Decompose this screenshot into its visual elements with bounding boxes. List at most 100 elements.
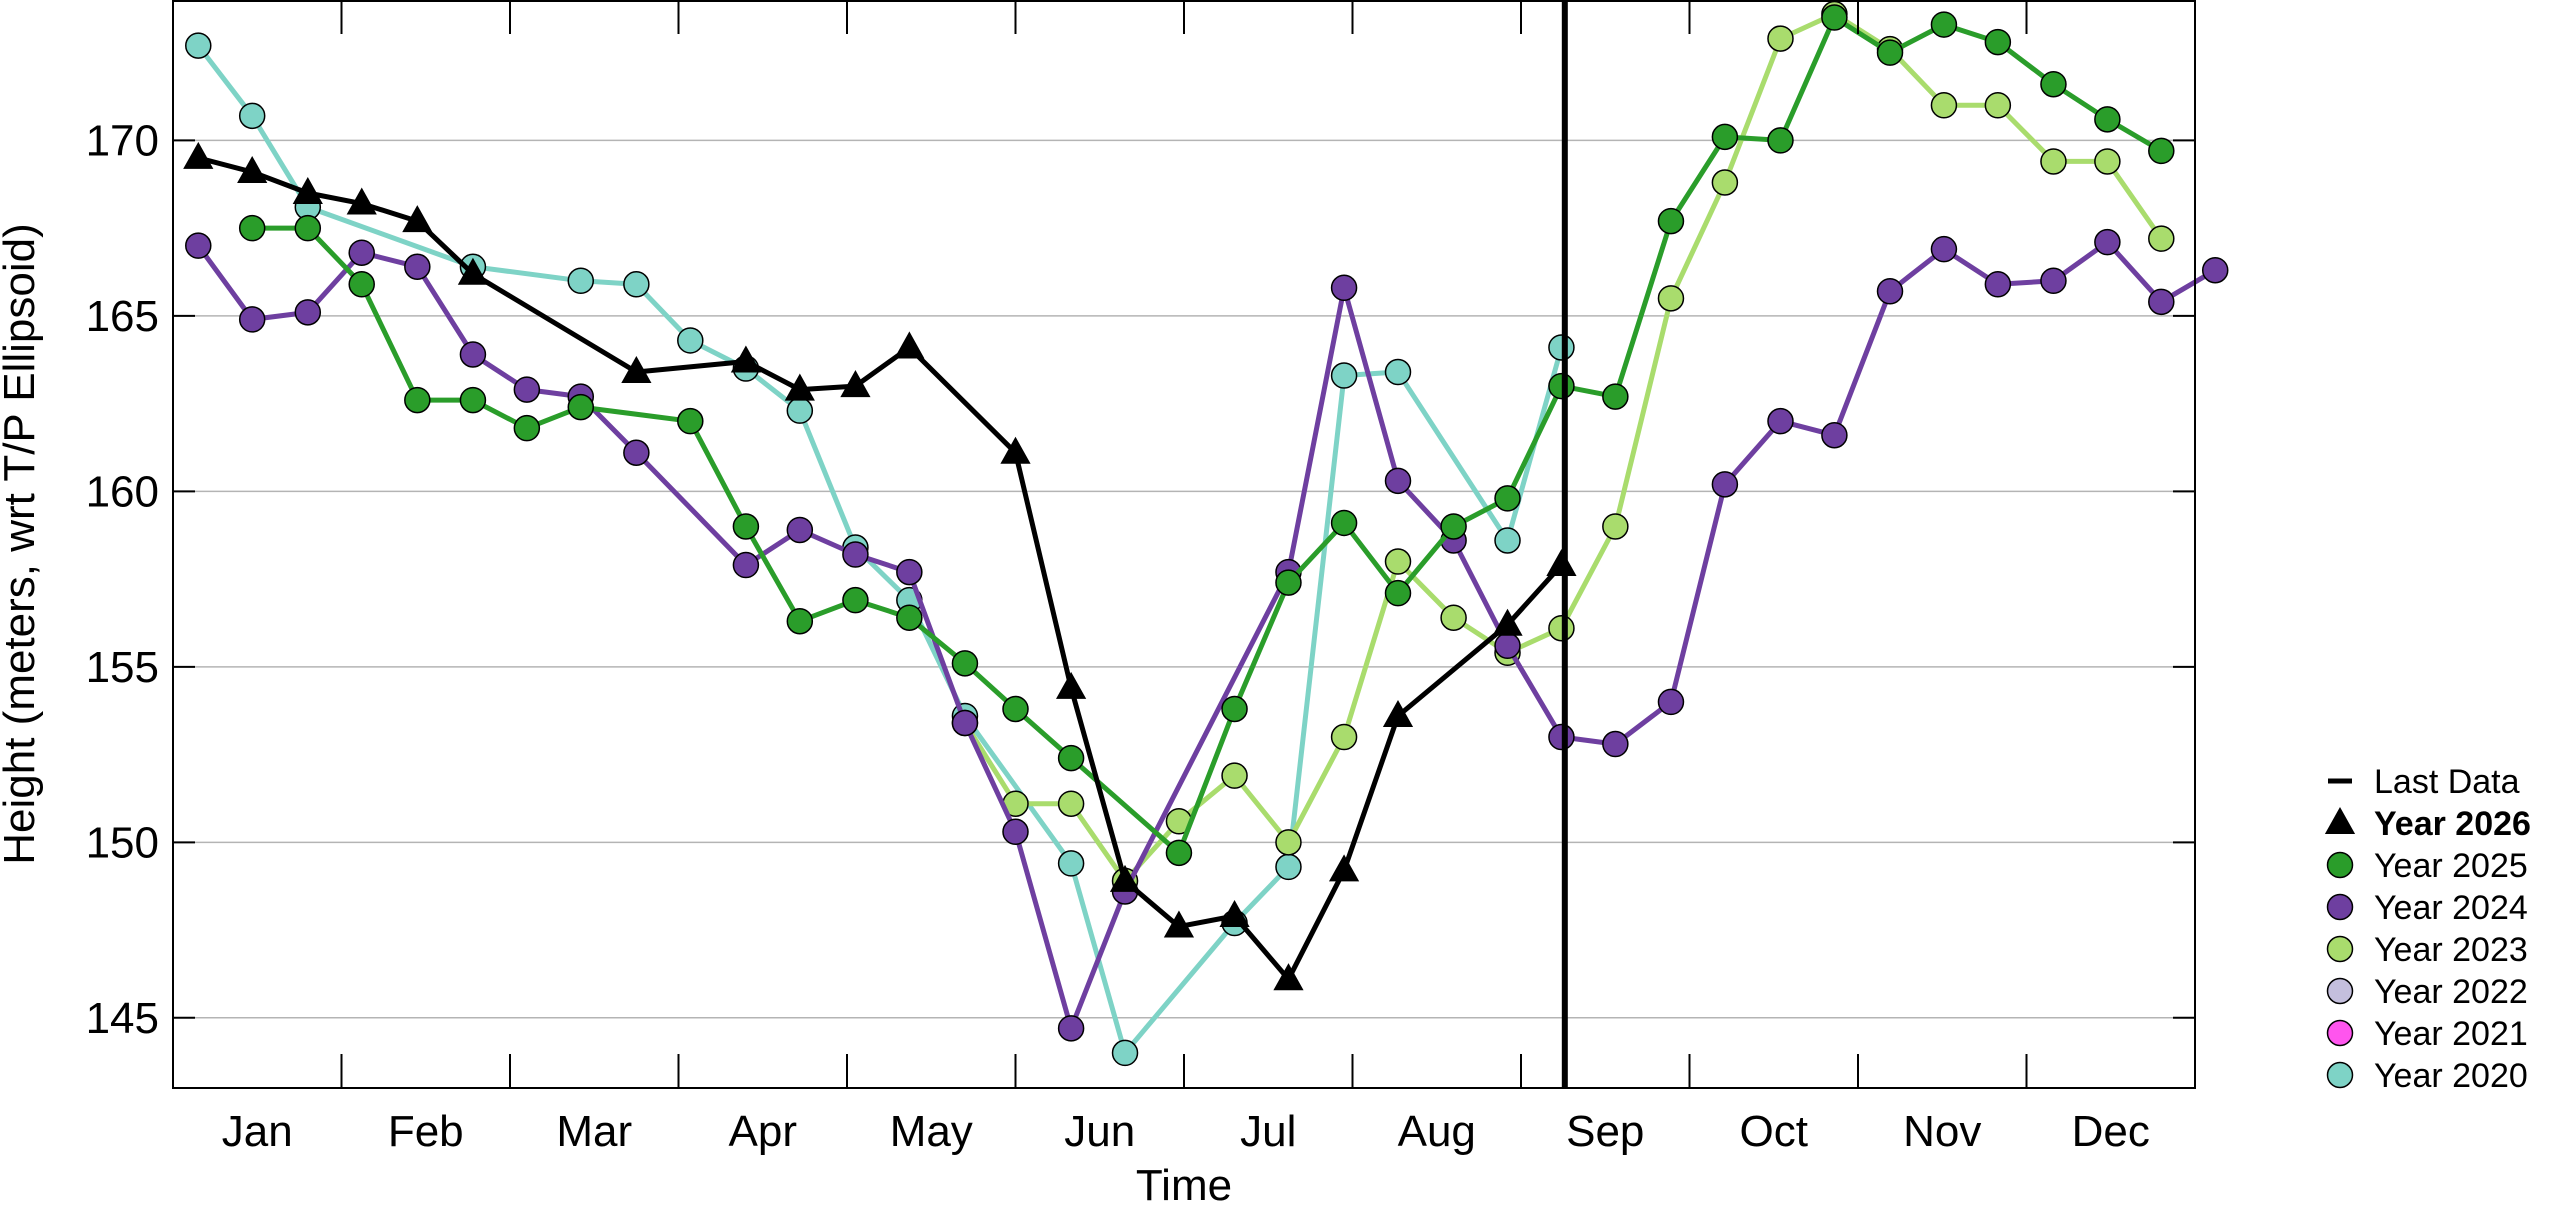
y-tick-label: 165 — [86, 292, 159, 341]
data-point-marker — [1384, 467, 1412, 495]
data-point-marker — [2040, 70, 2067, 98]
data-point-marker — [1984, 92, 2012, 119]
data-point-marker — [457, 257, 489, 285]
data-point-marker — [1440, 604, 1467, 631]
data-point-marker — [1602, 730, 1629, 758]
data-point-marker — [1548, 372, 1575, 400]
data-point-marker — [1221, 695, 1248, 723]
data-point-marker — [786, 397, 814, 424]
data-point-marker — [2148, 225, 2175, 252]
data-point-marker — [1767, 25, 1794, 52]
data-point-marker — [1275, 569, 1302, 596]
data-point-marker — [1876, 278, 1904, 305]
x-tick-label: Aug — [1398, 1107, 1476, 1156]
x-axis-title: Time — [1136, 1161, 1232, 1207]
x-tick-label: Feb — [388, 1107, 464, 1156]
data-point-marker — [1711, 123, 1739, 151]
data-point-marker — [2040, 148, 2067, 175]
data-point-marker — [784, 373, 815, 401]
data-point-marker — [1657, 285, 1685, 312]
data-point-marker — [621, 356, 652, 384]
x-tick-label: May — [890, 1107, 973, 1156]
data-point-marker — [732, 513, 760, 540]
x-tick-label: Mar — [556, 1107, 632, 1156]
data-point-marker — [183, 141, 214, 169]
legend-label-year-2026: Year 2026 — [2374, 805, 2531, 843]
legend-label-year-2020: Year 2020 — [2374, 1057, 2528, 1095]
data-point-marker — [1330, 274, 1358, 302]
data-point-marker — [1602, 513, 1629, 540]
y-axis-title: Height (meters, wrt T/P Ellipsoid) — [0, 223, 44, 864]
x-tick-label: Dec — [2072, 1107, 2150, 1156]
x-tick-label: Jun — [1064, 1107, 1135, 1156]
data-point-marker — [237, 155, 268, 183]
data-point-marker — [1711, 471, 1739, 498]
data-point-marker — [1057, 744, 1085, 772]
series-layer — [183, 0, 2229, 1067]
legend-symbol-year-2026 — [2324, 806, 2356, 834]
data-point-marker — [348, 239, 375, 266]
data-point-marker — [1165, 839, 1193, 867]
data-point-marker — [2201, 256, 2229, 284]
data-point-marker — [842, 586, 869, 614]
data-point-marker — [346, 187, 377, 215]
series-line-year-2024 — [196, 239, 2217, 1031]
series-line-year-2025 — [252, 15, 2163, 856]
data-point-marker — [2094, 106, 2121, 133]
data-point-marker — [1711, 169, 1739, 196]
data-point-marker — [1382, 699, 1414, 727]
legend-label-year-2024: Year 2024 — [2374, 889, 2528, 927]
data-point-marker — [185, 32, 212, 59]
data-point-marker — [786, 516, 814, 544]
grid-lines — [173, 139, 2195, 1019]
data-point-marker — [1440, 513, 1467, 540]
data-point-marker — [1767, 127, 1794, 154]
data-point-marker — [1275, 829, 1302, 856]
data-point-marker — [348, 271, 375, 298]
data-point-marker — [951, 709, 979, 737]
data-point-marker — [677, 407, 704, 435]
legend-label-year-2022: Year 2022 — [2374, 973, 2528, 1011]
data-point-marker — [513, 414, 541, 442]
data-point-marker — [1548, 614, 1575, 642]
data-point-marker — [730, 345, 762, 373]
data-point-marker — [1492, 608, 1523, 636]
series-year-2025 — [238, 4, 2175, 867]
data-point-marker — [896, 604, 923, 631]
data-point-marker — [402, 205, 433, 233]
x-tick-label: Jul — [1240, 1107, 1296, 1156]
data-point-marker — [1930, 235, 1958, 263]
series-line-year-2020 — [196, 44, 1564, 1056]
data-point-marker — [2148, 288, 2175, 316]
data-point-marker — [2148, 137, 2175, 165]
data-point-marker — [1548, 334, 1575, 361]
data-point-marker — [840, 370, 871, 398]
legend: Last Data Year 2026 Year 2025 Year 2024 Year… — [2324, 763, 2531, 1095]
data-point-marker — [2040, 267, 2067, 295]
data-point-marker — [677, 327, 704, 354]
data-point-marker — [513, 376, 541, 403]
data-point-marker — [1002, 695, 1029, 723]
data-point-marker — [1057, 850, 1085, 877]
legend-label-last-data: Last Data — [2374, 763, 2520, 801]
legend-symbol-year-2022 — [2326, 977, 2354, 1005]
y-tick-label: 170 — [86, 116, 159, 165]
data-point-marker — [1056, 671, 1087, 699]
y-tick-label: 160 — [86, 467, 159, 516]
data-point-marker — [404, 253, 431, 280]
legend-symbol-year-2025 — [2326, 851, 2354, 879]
data-point-marker — [842, 541, 869, 568]
data-point-marker — [1330, 509, 1358, 537]
x-tick-label: Apr — [729, 1107, 797, 1156]
data-point-marker — [1219, 900, 1250, 928]
data-point-marker — [2094, 148, 2121, 175]
legend-symbol-year-2023 — [2326, 935, 2354, 963]
data-point-marker — [1002, 818, 1029, 846]
data-point-marker — [623, 271, 650, 298]
legend-symbol-year-2020 — [2326, 1061, 2354, 1089]
data-point-marker — [1109, 864, 1141, 892]
data-point-marker — [2094, 228, 2121, 256]
x-tick-label: Oct — [1740, 1107, 1808, 1156]
data-point-marker — [1000, 436, 1031, 464]
